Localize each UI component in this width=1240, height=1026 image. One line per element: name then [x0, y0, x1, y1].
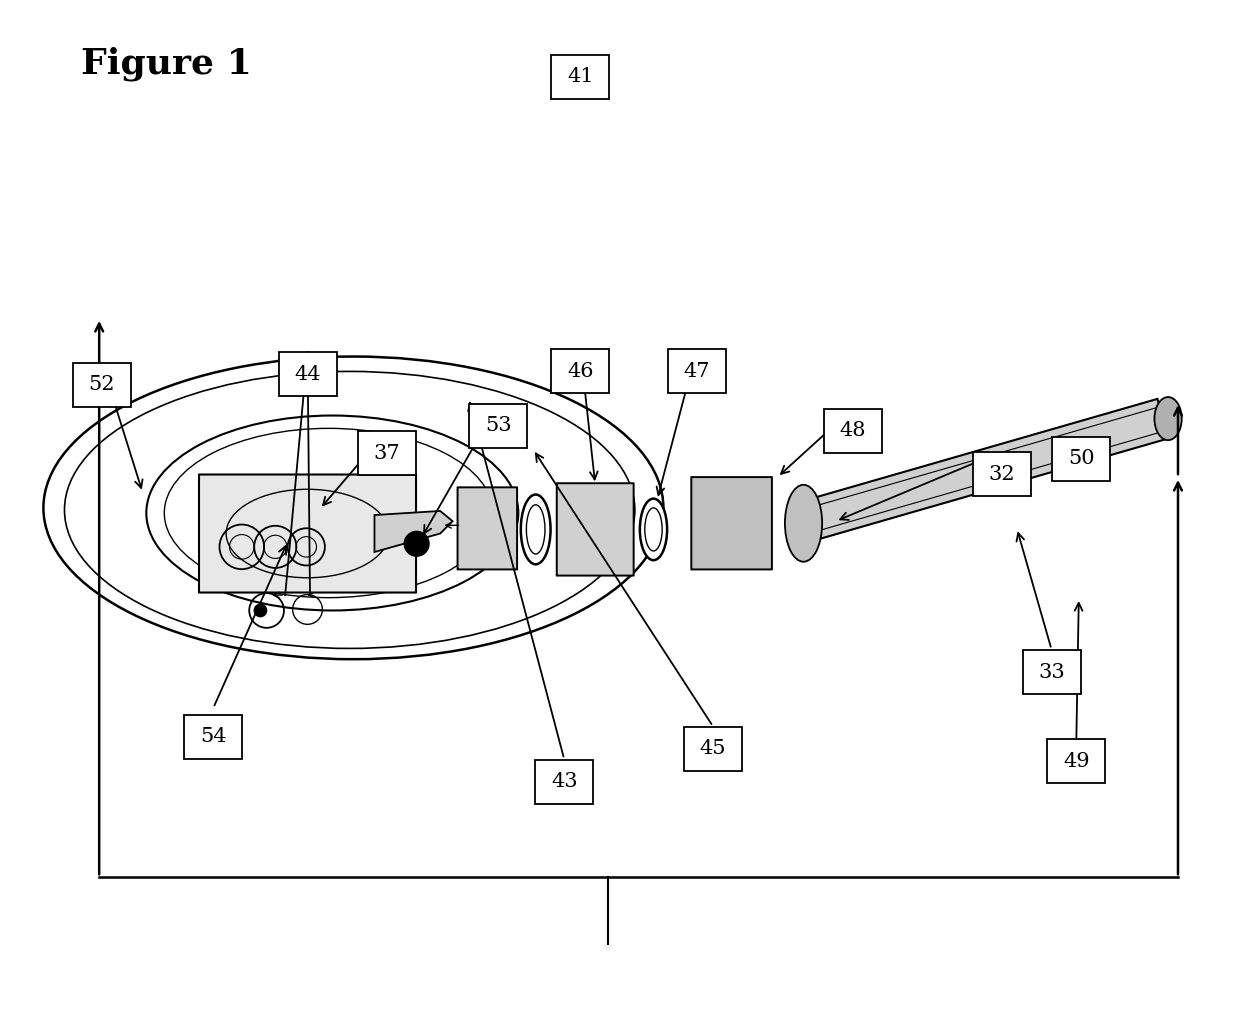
Bar	[470, 404, 527, 447]
Text: 41: 41	[567, 68, 594, 86]
FancyBboxPatch shape	[557, 483, 634, 576]
Bar	[73, 363, 130, 406]
FancyBboxPatch shape	[691, 477, 773, 569]
Ellipse shape	[785, 485, 822, 562]
Bar	[1023, 650, 1080, 694]
Text: 44: 44	[294, 365, 321, 384]
Bar	[279, 353, 336, 396]
Ellipse shape	[1154, 397, 1182, 440]
Text: 54: 54	[200, 727, 227, 746]
Text: 45: 45	[699, 740, 727, 758]
Circle shape	[404, 531, 429, 556]
Text: Figure 1: Figure 1	[81, 46, 252, 81]
Bar	[973, 452, 1030, 496]
Ellipse shape	[521, 495, 551, 564]
Bar	[1048, 740, 1105, 783]
Text: 53: 53	[485, 417, 512, 435]
Bar	[1053, 437, 1110, 480]
Text: 43: 43	[551, 773, 578, 791]
Text: 47: 47	[683, 362, 711, 381]
Polygon shape	[374, 511, 453, 552]
Text: 33: 33	[1038, 663, 1065, 681]
Bar	[185, 715, 242, 758]
Text: 32: 32	[988, 465, 1016, 483]
Bar	[536, 760, 593, 803]
Bar	[825, 409, 882, 452]
Circle shape	[254, 604, 267, 617]
Text: 49: 49	[1063, 752, 1090, 771]
Text: 37: 37	[373, 444, 401, 463]
Bar	[552, 55, 609, 98]
Bar	[552, 350, 609, 393]
Text: 52: 52	[88, 376, 115, 394]
FancyBboxPatch shape	[458, 487, 517, 569]
Bar	[358, 432, 415, 475]
Text: 48: 48	[839, 422, 867, 440]
Ellipse shape	[640, 499, 667, 560]
FancyBboxPatch shape	[198, 474, 417, 593]
Bar	[684, 727, 742, 771]
Polygon shape	[794, 399, 1169, 543]
Text: 46: 46	[567, 362, 594, 381]
Bar	[668, 350, 725, 393]
Text: 50: 50	[1068, 449, 1095, 468]
